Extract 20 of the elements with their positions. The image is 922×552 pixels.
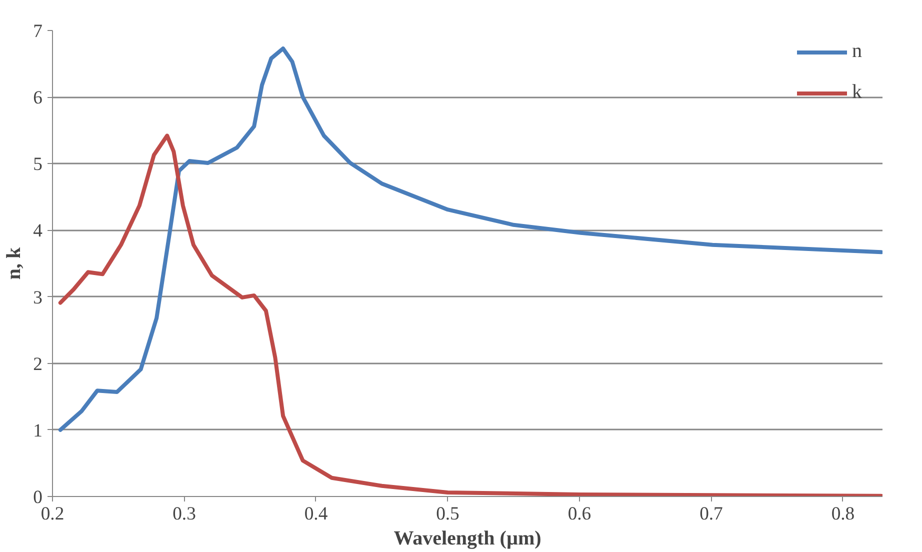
x-tick-label: 0.6 (568, 504, 592, 524)
x-tick-label: 0.3 (172, 504, 196, 524)
y-tick-label: 5 (33, 154, 42, 176)
x-tick-label: 0.8 (831, 504, 855, 524)
y-tick-label: 3 (33, 287, 42, 308)
x-tick-label: 0.2 (40, 504, 64, 524)
y-tick-label: 6 (33, 88, 42, 109)
y-tick-label: 7 (33, 21, 42, 42)
x-tick-label: 0.4 (304, 504, 328, 524)
legend-label: n (852, 40, 863, 63)
x-tick-label: 0.7 (700, 504, 723, 524)
y-tick-label: 0 (33, 487, 42, 508)
y-axis-title: n, k (3, 246, 26, 280)
x-tick-label: 0.5 (436, 504, 460, 524)
line-series (58, 46, 882, 432)
y-tick-label: 1 (33, 420, 42, 442)
y-tick-label: 2 (33, 354, 42, 375)
line-series (58, 134, 882, 496)
x-axis-title: Wavelength (µm) (394, 528, 542, 550)
y-tick-label: 4 (33, 220, 44, 242)
